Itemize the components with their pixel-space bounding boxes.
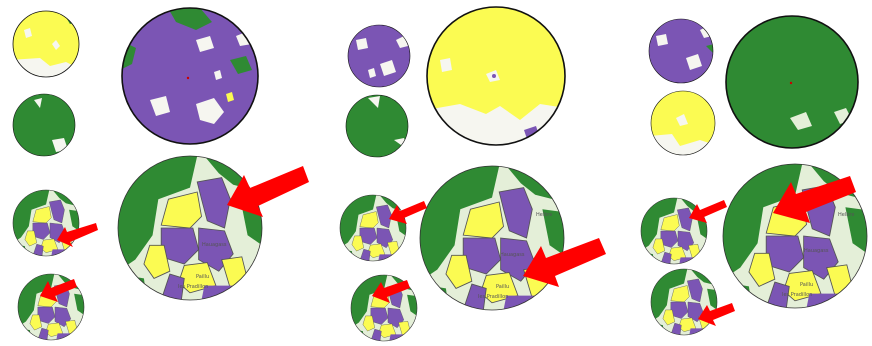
red-arrow-icon bbox=[227, 166, 309, 217]
red-arrow-icon bbox=[389, 201, 427, 224]
panel-1: Hauagass Paillu Ies Pradillon bbox=[12, 7, 309, 341]
circle-small-mid-1 bbox=[340, 195, 406, 261]
circle-large-top bbox=[726, 16, 858, 148]
circle-small-top-2 bbox=[346, 95, 408, 157]
circle-small-top-1 bbox=[649, 19, 713, 83]
map-label: Ies Pradillon bbox=[478, 294, 508, 300]
map-label: Paillu bbox=[196, 274, 209, 280]
circle-small-top-2 bbox=[13, 94, 75, 156]
circle-large-bottom: Hauagass Paillu Ies Pradillon bbox=[118, 156, 262, 300]
panel-2: Helbre Hauagass Paillu Ies Pradillon bbox=[339, 6, 606, 342]
red-arrow-icon bbox=[40, 279, 77, 302]
map-label: Hauagass bbox=[202, 242, 227, 248]
circle-small-top-1 bbox=[348, 25, 410, 87]
map-label: Ies Pradillon bbox=[782, 292, 812, 298]
circle-small-mid-2 bbox=[651, 269, 717, 335]
map-label: Paillu bbox=[496, 284, 509, 290]
map-label: Helbre bbox=[536, 212, 552, 218]
circle-small-top-1 bbox=[13, 11, 79, 77]
red-arrow-icon bbox=[523, 238, 606, 287]
map-label: Ies Pradillon bbox=[178, 284, 208, 290]
circle-large-bottom: Helbre Hauagass Paillu Ies Pradillon bbox=[723, 164, 867, 308]
red-arrow-icon bbox=[57, 223, 98, 247]
map-label: Helbre bbox=[838, 212, 854, 218]
circle-small-mid-1 bbox=[13, 190, 79, 256]
red-arrow-icon bbox=[689, 200, 727, 223]
red-arrow-icon bbox=[698, 303, 735, 326]
map-label: Hauagass bbox=[804, 248, 829, 254]
circle-large-bottom: Helbre Hauagass Paillu Ies Pradillon bbox=[420, 166, 564, 310]
map-label: Hauagass bbox=[500, 252, 525, 258]
map-label: Paillu bbox=[800, 282, 813, 288]
red-arrow-icon bbox=[372, 280, 410, 303]
red-arrow-icon bbox=[773, 176, 856, 223]
panel-3: Helbre Hauagass Paillu Ies Pradillon bbox=[640, 15, 868, 336]
circle-large-top bbox=[122, 8, 258, 144]
circle-large-top bbox=[427, 7, 565, 145]
